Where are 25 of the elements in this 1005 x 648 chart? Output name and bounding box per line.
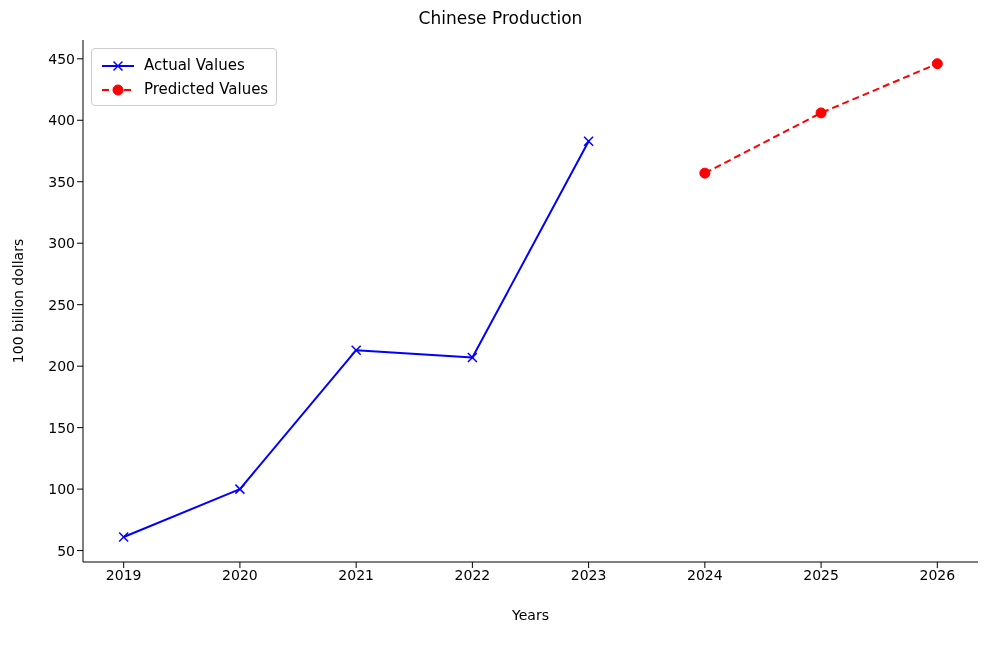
x-tick-label: 2025 <box>803 566 839 583</box>
x-tick-label: 2020 <box>222 566 258 583</box>
x-tick-label: 2022 <box>454 566 491 583</box>
y-tick-label: 450 <box>48 50 75 67</box>
x-tick-label: 2021 <box>338 566 374 583</box>
point <box>815 107 827 119</box>
y-tick-label: 400 <box>48 112 75 129</box>
x-tick-label: 2026 <box>919 566 956 583</box>
legend-label: Actual Values <box>143 55 246 76</box>
x-tick-label: 2023 <box>570 566 607 583</box>
y-tick-label: 100 <box>48 481 75 498</box>
y-tick-label: 250 <box>48 296 75 313</box>
point <box>699 167 711 179</box>
y-tick-label: 350 <box>48 173 75 190</box>
x-axis-title: Years <box>511 606 549 623</box>
y-tick-label: 50 <box>57 542 75 559</box>
y-tick-label: 200 <box>48 358 75 375</box>
point <box>931 58 943 70</box>
x-tick-label: 2019 <box>105 566 142 583</box>
y-tick-label: 300 <box>48 235 75 252</box>
y-axis-title: 100 billion dollars <box>9 238 26 364</box>
legend-label: Predicted Values <box>143 79 269 100</box>
y-tick-label: 150 <box>48 419 75 436</box>
chart-title: Chinese Production <box>417 8 584 30</box>
x-tick-label: 2024 <box>687 566 723 583</box>
